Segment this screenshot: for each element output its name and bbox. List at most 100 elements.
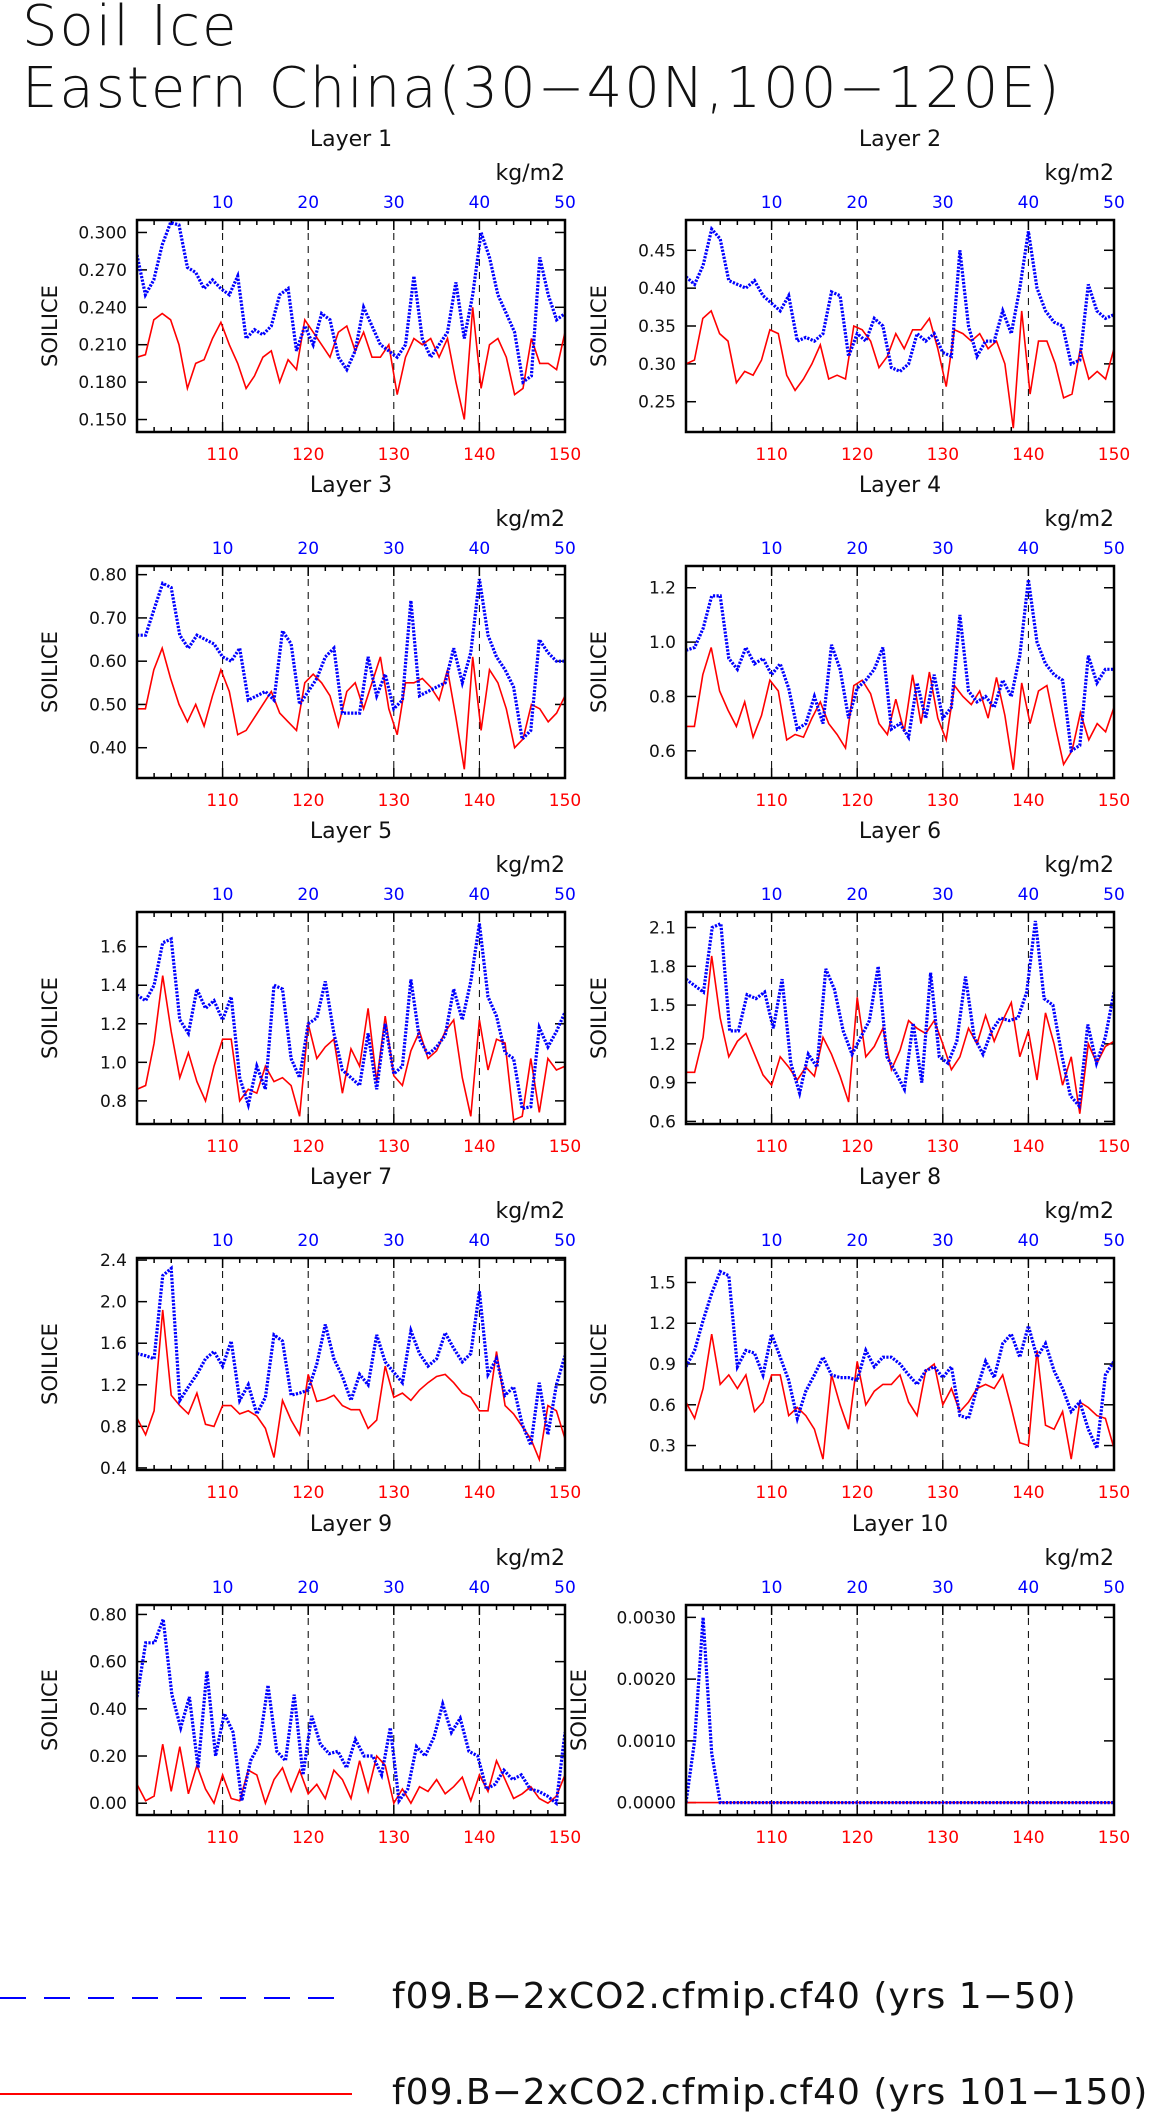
layer-5-top-tick-label: 50 — [554, 885, 576, 905]
layer-1-x-tick-label: 120 — [292, 445, 324, 465]
layer-9-y-tick-label: 0.40 — [89, 1700, 127, 1720]
layer-4-x-tick-label: 120 — [841, 791, 873, 811]
layer-2-y-tick-label: 0.30 — [638, 355, 676, 375]
layer-9-x-tick-label: 130 — [378, 1828, 410, 1848]
legend-label-blue: f09.B−2xCO2.cfmip.cf40 (yrs 1−50) — [392, 1976, 1077, 2017]
layer-8-series-yrs-1-50 — [686, 1269, 1114, 1455]
layer-9-y-tick-label: 0.20 — [89, 1747, 127, 1767]
layer-4-x-tick-label: 150 — [1098, 791, 1130, 811]
layer-8-top-tick-label: 30 — [932, 1231, 954, 1251]
layer-1-y-label: SOILICE — [38, 285, 62, 367]
layer-8-x-tick-label: 150 — [1098, 1483, 1130, 1503]
layer-7-top-tick-label: 20 — [297, 1231, 319, 1251]
layer-9-frame — [135, 1603, 567, 1817]
layer-1-y-tick-label: 0.240 — [78, 298, 127, 318]
layer-8-series-yrs-101-150 — [686, 1333, 1114, 1460]
layer-10-title: Layer 10 — [852, 1512, 948, 1537]
layer-8-frame — [684, 1256, 1116, 1472]
layer-10-x-tick-label: 150 — [1098, 1828, 1130, 1848]
layer-3-y-tick-label: 0.50 — [89, 695, 127, 715]
layer-6-y-tick-label: 0.6 — [649, 1112, 676, 1132]
layer-1-series-yrs-1-50 — [137, 220, 565, 385]
layer-10-y-tick-label: 0.0020 — [617, 1670, 676, 1690]
layer-9-series-yrs-1-50 — [137, 1618, 565, 1807]
layer-10-top-tick-label: 30 — [932, 1578, 954, 1598]
layer-8-y-tick-label: 0.6 — [649, 1396, 676, 1416]
layer-7-title: Layer 7 — [310, 1165, 392, 1190]
layer-2-units: kg/m2 — [1044, 161, 1114, 186]
layer-3-frame — [135, 564, 567, 780]
layer-3-top-tick-label: 50 — [554, 539, 576, 559]
layer-5-x-tick-label: 110 — [206, 1137, 238, 1157]
layer-4-y-tick-label: 0.6 — [649, 742, 676, 762]
layer-7-top-tick-label: 40 — [469, 1231, 491, 1251]
layer-6-units: kg/m2 — [1044, 853, 1114, 878]
layer-7-top-tick-label: 10 — [212, 1231, 234, 1251]
layer-3-title: Layer 3 — [310, 473, 392, 498]
layer-6-series-yrs-101-150 — [686, 955, 1114, 1114]
layer-5-title: Layer 5 — [310, 819, 392, 844]
legend-label-red: f09.B−2xCO2.cfmip.cf40 (yrs 101−150) — [392, 2072, 1149, 2113]
layer-6-y-label: SOILICE — [587, 977, 611, 1059]
layer-1-title: Layer 1 — [310, 127, 392, 152]
layer-8-y-tick-label: 0.9 — [649, 1355, 676, 1375]
layer-6-y-tick-label: 2.1 — [649, 919, 676, 939]
layer-8-y-tick-label: 0.3 — [649, 1437, 676, 1457]
layer-2-top-tick-label: 50 — [1103, 193, 1125, 213]
layer-4-series-yrs-101-150 — [686, 647, 1114, 770]
layer-7-y-tick-label: 2.0 — [100, 1293, 127, 1313]
layer-4-y-tick-label: 1.2 — [649, 579, 676, 599]
layer-9-top-tick-label: 50 — [554, 1578, 576, 1598]
layer-8-top-tick-label: 10 — [761, 1231, 783, 1251]
layer-2-y-tick-label: 0.35 — [638, 317, 676, 337]
layer-8-x-tick-label: 110 — [755, 1483, 787, 1503]
layer-2-top-tick-label: 30 — [932, 193, 954, 213]
layer-6-x-tick-label: 130 — [927, 1137, 959, 1157]
layer-7-series-yrs-1-50 — [137, 1265, 565, 1452]
layer-2-y-tick-label: 0.25 — [638, 393, 676, 413]
layer-10-series-yrs-1-50 — [686, 1617, 1114, 1805]
layer-1-units: kg/m2 — [495, 161, 565, 186]
layer-6-y-tick-label: 1.2 — [649, 1035, 676, 1055]
layer-3-top-tick-label: 10 — [212, 539, 234, 559]
layer-8-x-tick-label: 120 — [841, 1483, 873, 1503]
layer-8-title: Layer 8 — [859, 1165, 941, 1190]
layer-9-y-tick-label: 0.00 — [89, 1794, 127, 1814]
layer-5-y-tick-label: 1.4 — [100, 976, 127, 996]
layer-4-top-tick-label: 20 — [846, 539, 868, 559]
layer-10-x-tick-label: 120 — [841, 1828, 873, 1848]
layer-3-x-tick-label: 110 — [206, 791, 238, 811]
layer-5-series-yrs-1-50 — [137, 923, 565, 1111]
layer-2-top-tick-label: 10 — [761, 193, 783, 213]
layer-1-frame — [135, 218, 567, 434]
layer-9-top-tick-label: 10 — [212, 1578, 234, 1598]
layer-9-x-tick-label: 110 — [206, 1828, 238, 1848]
layer-2-series-yrs-101-150 — [686, 309, 1114, 429]
layer-5-top-tick-label: 40 — [469, 885, 491, 905]
layer-10-y-tick-label: 0.0000 — [617, 1794, 676, 1814]
layer-1-x-tick-label: 130 — [378, 445, 410, 465]
layer-6-series-yrs-1-50 — [686, 920, 1114, 1110]
layer-2-x-tick-label: 140 — [1012, 445, 1044, 465]
layer-10-frame — [684, 1603, 1116, 1817]
layer-1-top-tick-label: 50 — [554, 193, 576, 213]
layer-5-y-label: SOILICE — [38, 977, 62, 1059]
layer-8-x-tick-label: 130 — [927, 1483, 959, 1503]
layer-10-top-tick-label: 50 — [1103, 1578, 1125, 1598]
layer-1-y-tick-label: 0.150 — [78, 411, 127, 431]
layer-7-top-tick-label: 30 — [383, 1231, 405, 1251]
layer-10-x-tick-label: 110 — [755, 1828, 787, 1848]
layer-6-x-tick-label: 120 — [841, 1137, 873, 1157]
layer-6-top-tick-label: 30 — [932, 885, 954, 905]
layer-7-x-tick-label: 140 — [463, 1483, 495, 1503]
layer-4-top-tick-label: 10 — [761, 539, 783, 559]
layer-7-top-tick-label: 50 — [554, 1231, 576, 1251]
layer-3-x-tick-label: 140 — [463, 791, 495, 811]
layer-5-series-yrs-101-150 — [137, 975, 565, 1122]
layer-3-x-tick-label: 120 — [292, 791, 324, 811]
layer-4-y-label: SOILICE — [587, 631, 611, 713]
layer-6-top-tick-label: 10 — [761, 885, 783, 905]
layer-10-y-tick-label: 0.0010 — [617, 1732, 676, 1752]
layer-6-frame — [684, 910, 1116, 1126]
layer-7-x-tick-label: 150 — [549, 1483, 581, 1503]
